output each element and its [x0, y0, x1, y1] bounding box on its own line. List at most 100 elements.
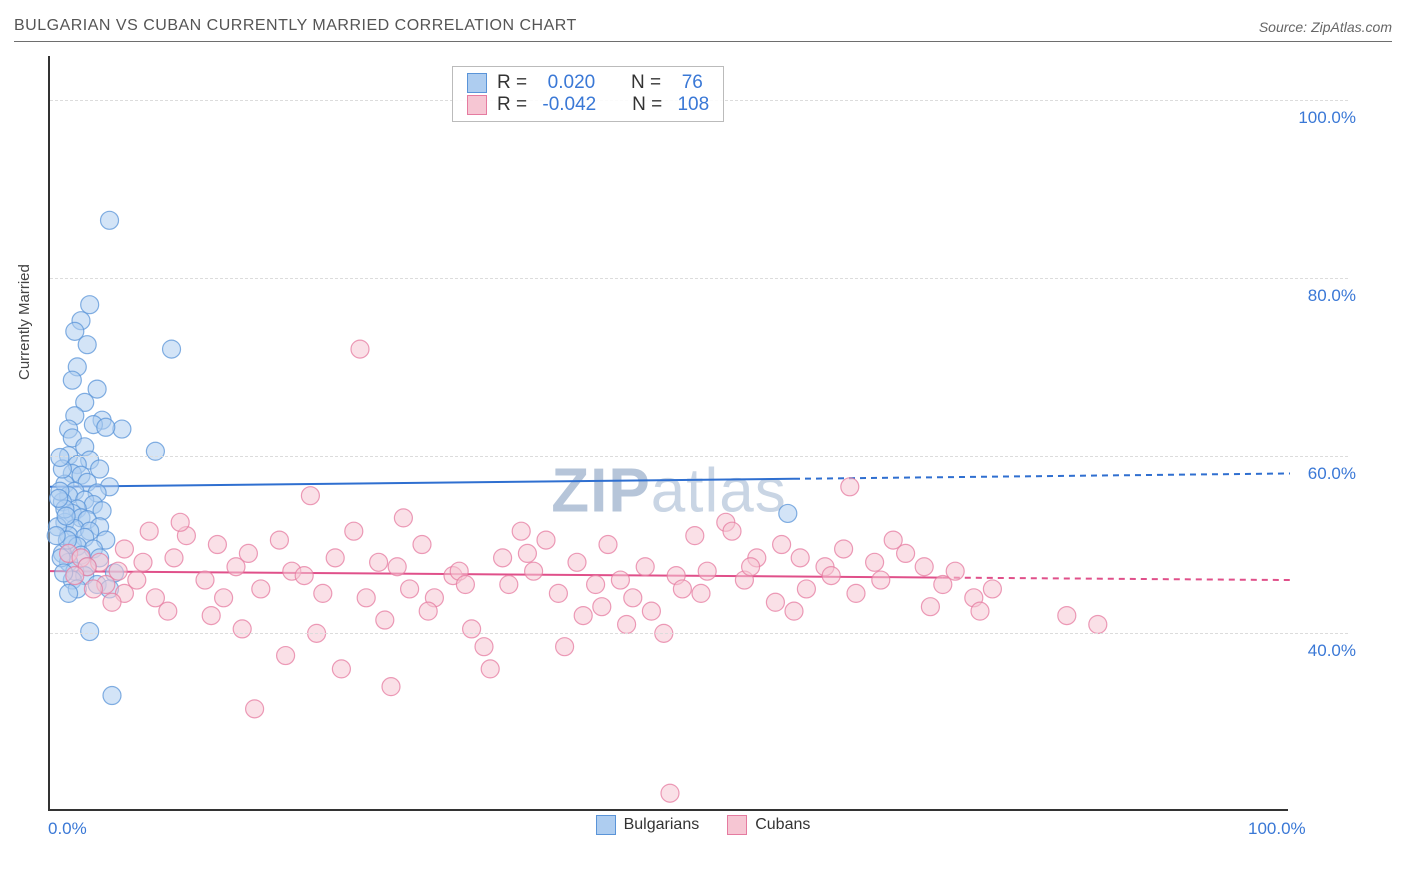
legend-label: Cubans: [755, 816, 810, 834]
scatter-point: [897, 544, 915, 562]
scatter-point: [370, 553, 388, 571]
scatter-point: [277, 647, 295, 665]
scatter-point: [233, 620, 251, 638]
scatter-point: [140, 522, 158, 540]
scatter-point: [463, 620, 481, 638]
scatter-point: [971, 602, 989, 620]
gridline-h: [50, 456, 1348, 457]
scatter-point: [618, 615, 636, 633]
scatter-point: [692, 584, 710, 602]
legend-swatch: [596, 815, 616, 835]
gridline-h: [50, 633, 1348, 634]
scatter-point: [215, 589, 233, 607]
scatter-point: [642, 602, 660, 620]
legend-bottom: Bulgarians Cubans: [0, 815, 1406, 835]
scatter-point: [239, 544, 257, 562]
scatter-point: [556, 638, 574, 656]
scatter-point: [171, 513, 189, 531]
scatter-point: [332, 660, 350, 678]
scatter-point: [60, 584, 78, 602]
scatter-point: [500, 576, 518, 594]
scatter-point: [698, 562, 716, 580]
legend-label: Bulgarians: [624, 816, 700, 834]
scatter-point: [51, 448, 69, 466]
scatter-point: [921, 598, 939, 616]
scatter-point: [81, 296, 99, 314]
scatter-point: [394, 509, 412, 527]
scatter-point: [785, 602, 803, 620]
scatter-point: [345, 522, 363, 540]
scatter-point: [773, 536, 791, 554]
scatter-point: [113, 420, 131, 438]
plot-area: ZIPatlas 40.0%60.0%80.0%100.0%: [48, 56, 1288, 811]
scatter-point: [574, 607, 592, 625]
scatter-point: [593, 598, 611, 616]
scatter-point: [518, 544, 536, 562]
scatter-point: [456, 576, 474, 594]
scatter-point: [779, 504, 797, 522]
scatter-point: [599, 536, 617, 554]
scatter-point: [841, 478, 859, 496]
scatter-point: [84, 580, 102, 598]
scatter-point: [872, 571, 890, 589]
scatter-point: [494, 549, 512, 567]
chart-title: BULGARIAN VS CUBAN CURRENTLY MARRIED COR…: [14, 17, 577, 35]
scatter-point: [103, 687, 121, 705]
scatter-point: [915, 558, 933, 576]
xtick-label: 0.0%: [48, 819, 87, 839]
legend-swatch: [467, 73, 487, 93]
scatter-point: [388, 558, 406, 576]
scatter-point: [208, 536, 226, 554]
scatter-point: [270, 531, 288, 549]
legend-stats: R = 0.020 N = 76R = -0.042 N = 108: [452, 66, 724, 122]
scatter-point: [835, 540, 853, 558]
scatter-point: [165, 549, 183, 567]
legend-swatch: [467, 95, 487, 115]
scatter-point: [351, 340, 369, 358]
scatter-point: [57, 507, 75, 525]
legend-stat-row: R = -0.042 N = 108: [467, 94, 709, 116]
scatter-point: [252, 580, 270, 598]
scatter-point: [822, 567, 840, 585]
scatter-point: [866, 553, 884, 571]
legend-swatch: [727, 815, 747, 835]
scatter-point: [115, 540, 133, 558]
scatter-point: [568, 553, 586, 571]
scatter-point: [1058, 607, 1076, 625]
scatter-point: [401, 580, 419, 598]
scatter-point: [47, 527, 65, 545]
scatter-point: [357, 589, 375, 607]
scatter-point: [314, 584, 332, 602]
scatter-point: [382, 678, 400, 696]
scatter-point: [766, 593, 784, 611]
scatter-point: [301, 487, 319, 505]
scatter-point: [78, 336, 96, 354]
scatter-point: [134, 553, 152, 571]
scatter-point: [686, 527, 704, 545]
scatter-point: [611, 571, 629, 589]
scatter-point: [636, 558, 654, 576]
scatter-point: [326, 549, 344, 567]
scatter-point: [791, 549, 809, 567]
scatter-point: [1089, 615, 1107, 633]
scatter-point: [673, 580, 691, 598]
scatter-point: [101, 211, 119, 229]
source-credit: Source: ZipAtlas.com: [1259, 19, 1392, 35]
ytick-label: 40.0%: [1308, 641, 1356, 661]
scatter-point: [723, 522, 741, 540]
scatter-point: [797, 580, 815, 598]
gridline-h: [50, 278, 1348, 279]
ytick-label: 60.0%: [1308, 464, 1356, 484]
scatter-point: [742, 558, 760, 576]
scatter-point: [66, 567, 84, 585]
legend-item: Cubans: [727, 815, 810, 835]
scatter-point: [376, 611, 394, 629]
scatter-point: [202, 607, 220, 625]
scatter-point: [246, 700, 264, 718]
scatter-point: [159, 602, 177, 620]
scatter-point: [549, 584, 567, 602]
scatter-point: [537, 531, 555, 549]
scatter-point: [661, 784, 679, 802]
scatter-point: [50, 489, 68, 507]
scatter-point: [196, 571, 214, 589]
